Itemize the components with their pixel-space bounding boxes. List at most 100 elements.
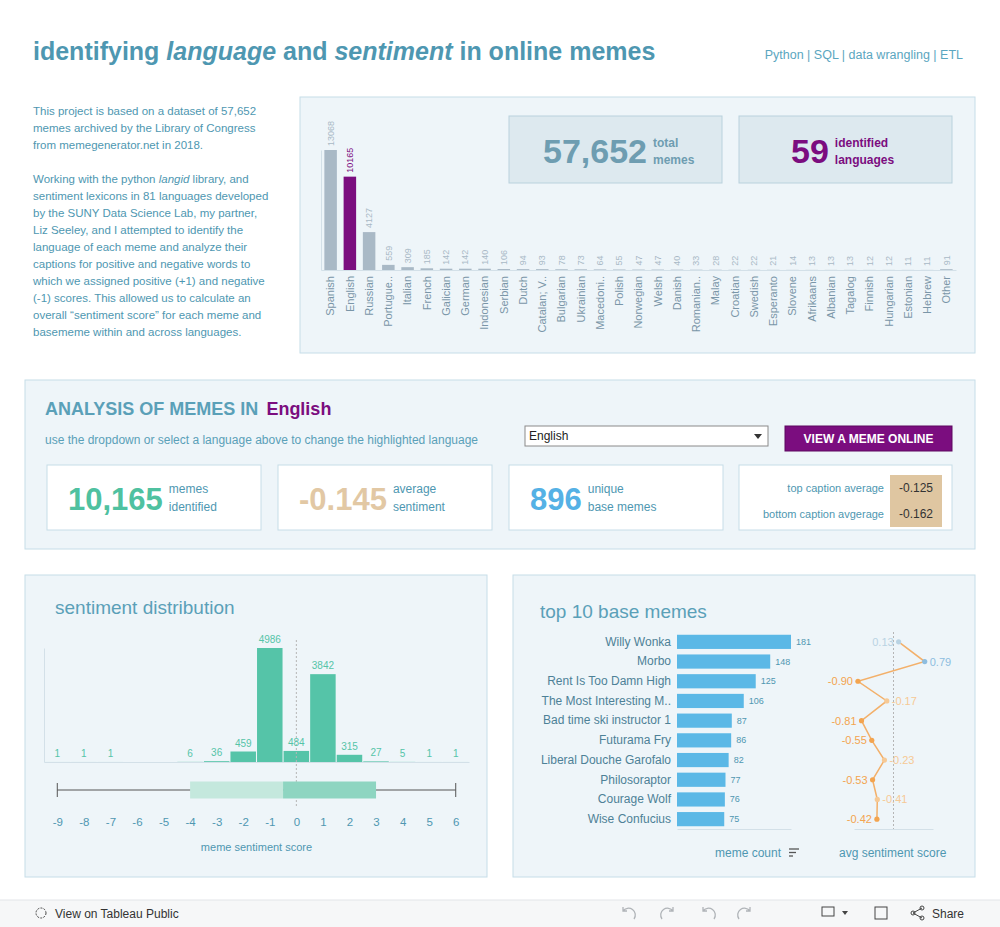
download-icon[interactable]	[822, 907, 834, 916]
bar[interactable]	[677, 812, 724, 826]
bar[interactable]	[71, 761, 97, 762]
bar[interactable]	[690, 269, 703, 270]
toolbar-icon[interactable]	[703, 907, 715, 919]
bar[interactable]	[921, 269, 934, 270]
bar[interactable]	[440, 269, 453, 270]
x-axis-tick: 4	[400, 816, 407, 828]
data-label: 140	[480, 250, 490, 265]
kpi-label: average	[393, 482, 437, 496]
bar[interactable]	[478, 269, 491, 270]
footer-link[interactable]: View on Tableau Public	[55, 907, 179, 921]
button-text[interactable]: VIEW A MEME ONLINE	[804, 432, 934, 446]
y-axis-tick: Futurama Fry	[599, 733, 671, 747]
bar[interactable]	[575, 269, 588, 270]
tableau-link[interactable]: View on Tableau Public	[36, 907, 179, 921]
point[interactable]	[875, 797, 880, 802]
bar[interactable]	[401, 267, 414, 270]
point[interactable]	[855, 679, 860, 684]
bar[interactable]	[677, 773, 725, 787]
bar[interactable]	[825, 269, 838, 270]
bar[interactable]	[677, 733, 731, 747]
bar[interactable]	[177, 761, 203, 762]
bar[interactable]	[671, 269, 684, 270]
bar[interactable]	[257, 648, 283, 762]
bar[interactable]	[555, 269, 568, 270]
bar[interactable]	[230, 752, 256, 762]
data-label: 1	[108, 748, 114, 759]
bar[interactable]	[882, 269, 895, 270]
bar[interactable]	[786, 269, 799, 270]
point[interactable]	[922, 659, 927, 664]
bar[interactable]	[677, 714, 732, 728]
bar[interactable]	[337, 755, 363, 762]
bar[interactable]	[324, 150, 337, 270]
toolbar-icon[interactable]	[623, 907, 635, 919]
bar[interactable]	[632, 269, 645, 270]
bar[interactable]	[677, 792, 725, 806]
button[interactable]: VIEW A MEME ONLINE	[785, 426, 952, 451]
bar[interactable]	[863, 269, 876, 270]
sort-icon[interactable]	[789, 848, 799, 849]
fullscreen-icon[interactable]	[875, 907, 887, 919]
point[interactable]	[870, 777, 875, 782]
bar[interactable]	[677, 635, 791, 649]
bar[interactable]	[677, 753, 729, 767]
box-lower[interactable]	[190, 782, 283, 799]
point[interactable]	[884, 698, 889, 703]
bar[interactable]	[728, 269, 741, 270]
bar[interactable]	[748, 269, 761, 270]
bar[interactable]	[390, 761, 416, 762]
bar[interactable]	[677, 694, 744, 708]
bar[interactable]	[498, 269, 511, 270]
x-axis-tick: -4	[185, 816, 196, 828]
bar[interactable]	[709, 269, 722, 270]
box-upper[interactable]	[283, 782, 376, 799]
dropdown-box[interactable]	[525, 426, 768, 446]
button-box[interactable]	[785, 426, 952, 451]
point[interactable]	[882, 757, 887, 762]
dropdown-text[interactable]: English	[529, 429, 568, 443]
bar[interactable]	[517, 269, 530, 270]
bar[interactable]	[536, 269, 549, 270]
bar[interactable]	[594, 269, 607, 270]
sort-icon[interactable]	[789, 855, 793, 856]
bar[interactable]	[805, 269, 818, 270]
bar[interactable]	[459, 269, 472, 270]
bar[interactable]	[204, 761, 230, 762]
point[interactable]	[874, 817, 879, 822]
point[interactable]	[859, 718, 864, 723]
bar[interactable]	[45, 761, 71, 762]
bar[interactable]	[443, 761, 469, 762]
download-arrow[interactable]	[842, 911, 848, 915]
bar[interactable]	[767, 269, 780, 270]
bar[interactable]	[382, 265, 395, 270]
dropdown[interactable]: English	[525, 426, 768, 446]
bar[interactable]	[613, 269, 626, 270]
bar[interactable]	[677, 674, 756, 688]
share-text[interactable]: Share	[932, 907, 964, 921]
bar[interactable]	[416, 761, 442, 762]
point[interactable]	[896, 639, 901, 644]
share[interactable]: Share	[911, 906, 964, 921]
bar[interactable]	[344, 177, 357, 270]
share-icon[interactable]	[913, 908, 922, 918]
x-axis-tick: Hungarian	[883, 276, 895, 327]
point[interactable]	[869, 738, 874, 743]
bar[interactable]	[363, 761, 389, 762]
bar[interactable]	[363, 232, 376, 270]
bar[interactable]	[940, 269, 953, 270]
bar[interactable]	[98, 761, 124, 762]
toolbar-icon[interactable]	[661, 907, 673, 919]
dropdown-arrow[interactable]	[754, 434, 762, 439]
bar[interactable]	[421, 268, 434, 270]
sort-icon[interactable]	[789, 852, 796, 853]
tableau-icon[interactable]	[36, 908, 46, 918]
x-axis-tick: Danish	[671, 276, 683, 310]
bar[interactable]	[651, 269, 664, 270]
toolbar-icon[interactable]	[738, 907, 750, 919]
bar[interactable]	[902, 269, 915, 270]
bar[interactable]	[310, 674, 336, 762]
bar[interactable]	[844, 269, 857, 270]
bar[interactable]	[677, 654, 770, 668]
x-axis-tick: Norwegian	[632, 276, 644, 329]
